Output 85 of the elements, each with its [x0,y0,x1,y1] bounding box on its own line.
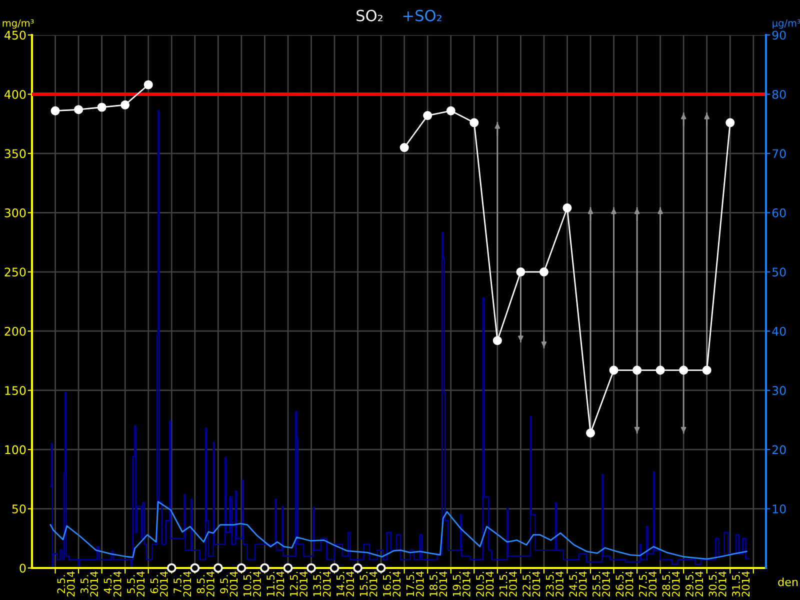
y2-tick-label: 40 [772,326,786,336]
x-tick-label: 28.5. 2014 [662,571,680,597]
point [74,105,84,114]
y2-tick-label: 10 [772,504,786,514]
y-tick-label: 50 [12,504,26,514]
y2-axis-title: µg/m³ [772,19,800,29]
y-tick-label: 400 [4,90,26,99]
point [609,366,618,375]
point [516,267,526,276]
point [400,143,409,152]
x-tick-label: 9.5. 2014 [220,571,238,597]
x-tick-label: 21.5. 2014 [499,571,517,597]
x-tick-label: 10.5. 2014 [243,571,261,597]
x-tick-label: 7.5. 2014 [174,571,192,597]
y2-tick-label: 60 [772,208,786,218]
point [166,563,176,573]
y-tick-label: 350 [4,149,26,158]
point [330,563,340,573]
x-tick-label: 8.5. 2014 [196,571,214,597]
text: +SO₂ [403,10,442,22]
y-tick-label: 300 [4,208,26,218]
y-tick-label: 0 [20,564,26,573]
x-tick-label: 19.5. 2014 [452,571,470,597]
x-tick-label: 22.5. 2014 [522,571,540,597]
point [562,203,572,212]
x-tick-label: 13.5. 2014 [313,571,331,597]
y-tick-label: 250 [4,268,26,277]
point [236,563,246,573]
point [50,106,60,116]
y-tick-label: 150 [5,386,26,395]
point [632,366,642,375]
point [702,366,712,375]
point [260,563,270,573]
x-tick-label: 6.5. 2014 [150,571,168,597]
x-axis-title: den [778,578,798,586]
point [376,563,386,573]
x-tick-label: 24.5. 2014 [569,571,587,597]
x-tick-label: 17.5. 2014 [406,571,424,597]
x-tick-label: 16.5. 2014 [383,571,401,597]
x-tick-label: 26.5. 2014 [616,571,634,597]
point [492,336,502,346]
x-tick-label: 18.5. 2014 [430,571,448,597]
y2-tick-label: 30 [772,386,786,395]
y2-tick-label: 70 [772,149,786,158]
point [97,102,106,112]
point [586,428,596,438]
point [679,366,688,375]
y-tick-label: 200 [4,326,26,336]
point [539,267,548,276]
x-tick-label: 23.5. 2014 [546,571,564,597]
y2-tick-label: 90 [772,30,786,40]
text: SO₂ [356,10,382,22]
y-tick-label: 450 [4,30,26,40]
y2-tick-label: 50 [772,268,786,277]
x-tick-label: 25.5. 2014 [592,571,610,597]
x-tick-label: 11.5. 2014 [266,571,284,597]
x-tick-label: 29.5. 2014 [686,571,704,597]
point [353,563,362,573]
point [213,563,223,573]
point [306,563,316,573]
x-tick-label: 31.5. 2014 [732,571,750,597]
point [144,80,153,90]
point [283,563,293,573]
y2-tick-label: 80 [772,90,786,99]
y-tick-label: 100 [5,445,26,454]
point [446,106,456,116]
x-tick-label: 12.5. 2014 [290,571,308,597]
point [423,111,432,120]
x-tick-label: 5.5. 2014 [127,571,145,597]
point [470,118,479,128]
line-series [50,500,748,560]
point [120,100,130,110]
x-tick-label: 27.5. 2014 [638,571,657,597]
x-tick-label: 4.5. 2014 [104,571,122,597]
x-tick-label: 30.5. 2014 [708,571,726,597]
y2-tick-label: 20 [772,445,786,454]
point [656,366,665,375]
x-tick-label: 3.5. 2014 [80,571,98,597]
point [726,118,735,128]
x-tick-label: 20.5. 2014 [476,571,494,597]
point [190,563,200,573]
x-tick-label: 14.5. 2014 [336,571,354,597]
x-tick-label: 15.5. 2014 [360,571,378,597]
y-axis-title: mg/m³ [2,19,34,29]
x-tick-label: 2.5. 2014 [57,571,75,597]
